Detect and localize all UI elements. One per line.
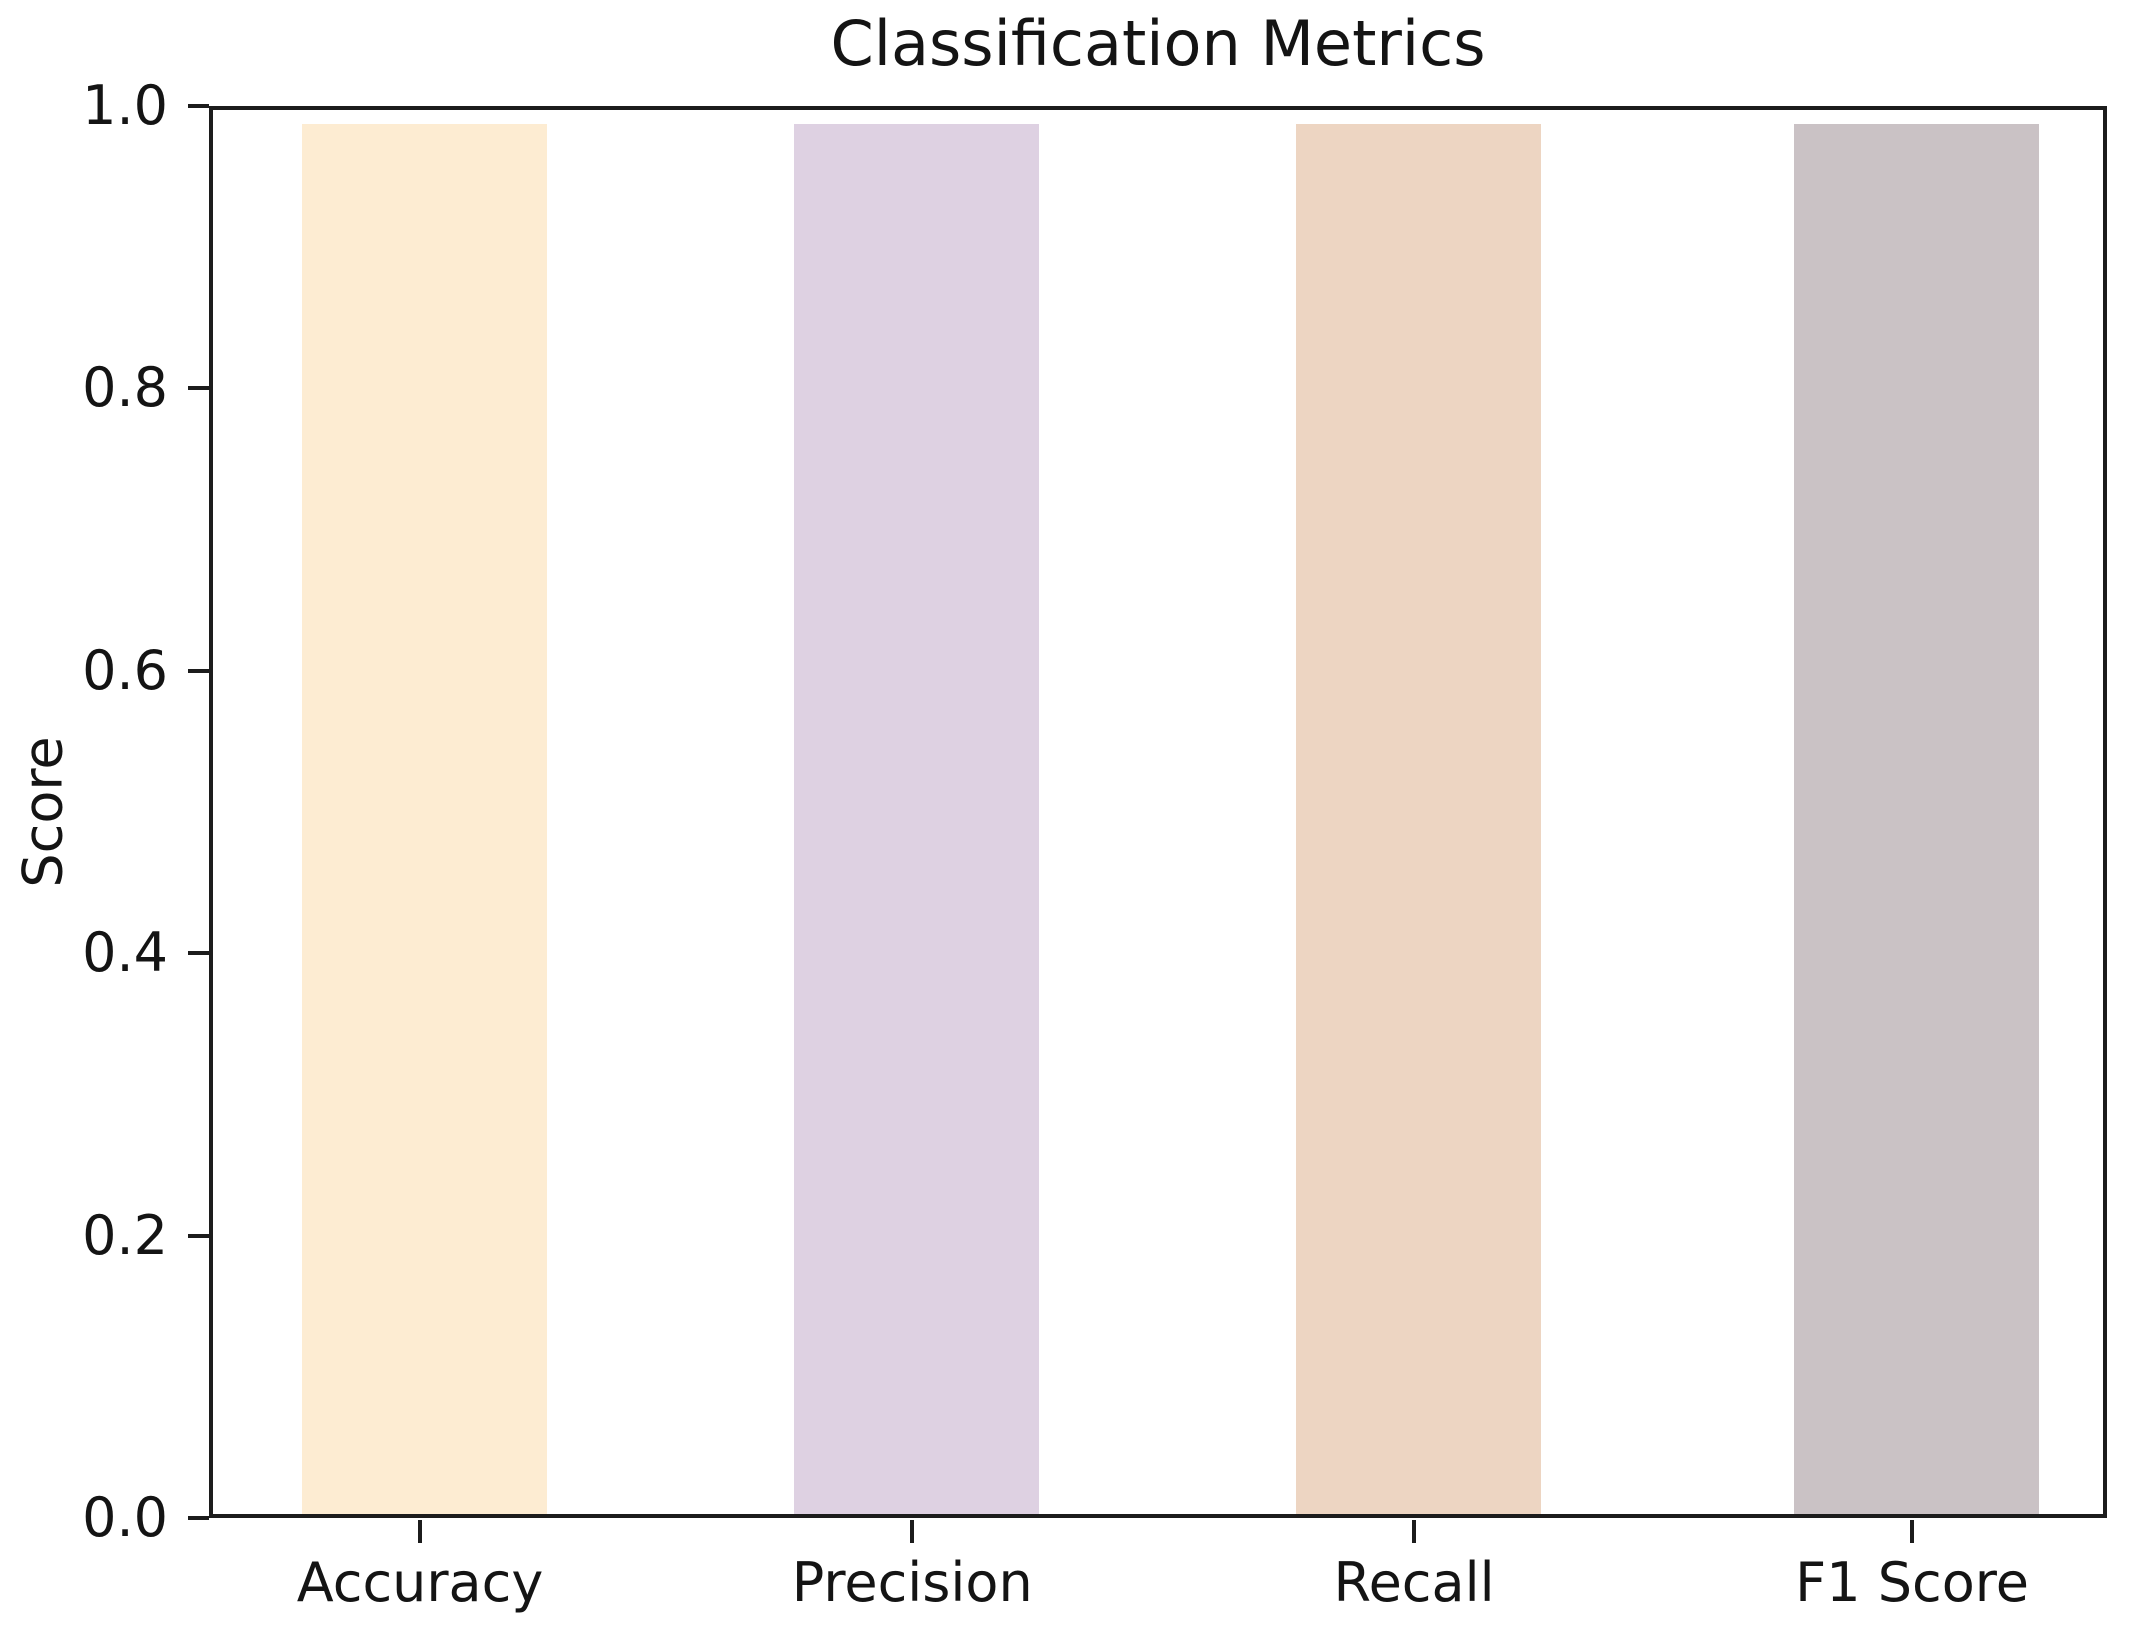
y-tick-label: 1.0 — [82, 74, 168, 137]
x-tick-mark — [910, 1520, 915, 1543]
y-tick-label: 0.6 — [82, 638, 168, 702]
bars-layer — [213, 110, 2103, 1514]
x-tick-label: F1 Score — [1795, 1551, 2029, 1614]
y-tick-mark — [188, 951, 209, 956]
x-tick-label: Accuracy — [296, 1551, 544, 1614]
y-tick-mark — [188, 386, 209, 391]
y-tick-mark — [188, 1516, 209, 1520]
x-tick-mark — [418, 1520, 423, 1543]
x-tick-label: Recall — [1333, 1551, 1495, 1614]
y-tick-label: 0.8 — [82, 356, 168, 420]
x-tick-mark — [1412, 1520, 1417, 1543]
bar-accuracy — [301, 124, 547, 1514]
bar-precision — [793, 124, 1039, 1514]
x-tick-mark — [1910, 1520, 1915, 1543]
y-tick-mark — [188, 668, 209, 673]
chart-title: Classification Metrics — [830, 7, 1486, 80]
y-tick-mark — [188, 1233, 209, 1238]
y-tick-label: 0.4 — [82, 921, 168, 985]
y-tick-label: 0.2 — [82, 1203, 168, 1267]
plot-area — [209, 106, 2107, 1518]
y-tick-label: 0.0 — [82, 1486, 168, 1549]
x-tick-label: Precision — [791, 1551, 1033, 1614]
y-axis-label: Score — [11, 736, 75, 888]
y-tick-mark — [188, 104, 209, 108]
bar-recall — [1295, 124, 1541, 1514]
bar-f1-score — [1793, 124, 2039, 1514]
